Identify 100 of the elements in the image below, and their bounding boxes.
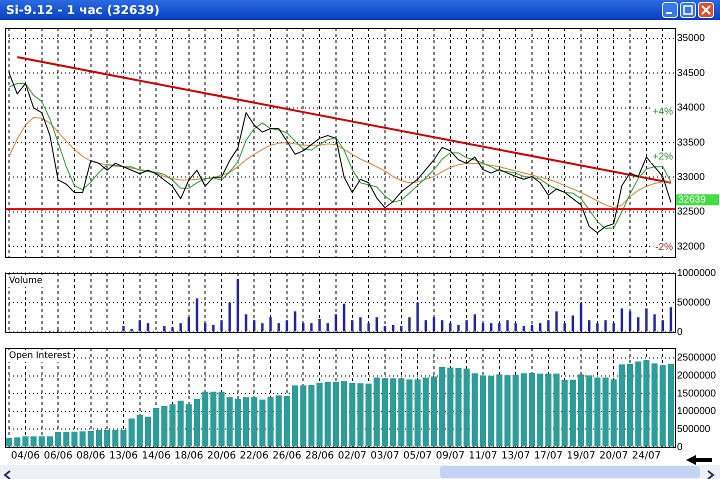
bar	[555, 311, 558, 332]
bar	[578, 374, 584, 446]
bar	[514, 323, 517, 332]
bar	[71, 432, 78, 446]
chart-title: Open Interest	[9, 350, 72, 361]
y-tick-label: 34500	[677, 68, 706, 79]
bar	[269, 317, 272, 332]
bar	[662, 320, 664, 332]
bar	[234, 398, 241, 446]
bar	[334, 314, 338, 332]
y-tick-label: 1500000	[677, 388, 716, 400]
x-tick-label: 13/06	[109, 450, 138, 462]
bar	[580, 302, 582, 332]
bar	[520, 373, 527, 446]
bar	[178, 400, 184, 446]
y-tick-label: 0	[677, 326, 683, 338]
bar	[645, 308, 648, 332]
bar	[384, 326, 386, 332]
bar	[366, 384, 372, 446]
bar	[204, 323, 206, 332]
bar	[326, 323, 329, 332]
x-tick-label: 03/07	[370, 450, 400, 462]
x-tick-label: 05/07	[403, 450, 432, 462]
bar	[594, 378, 600, 446]
bar	[504, 375, 511, 446]
x-tick-label: 18/06	[174, 450, 204, 462]
bar	[449, 323, 452, 332]
bar	[6, 438, 12, 446]
bar	[300, 385, 306, 446]
bar	[512, 374, 519, 446]
bar	[628, 311, 632, 332]
x-tick-label: 26/06	[272, 450, 302, 462]
bar	[332, 382, 339, 446]
y-tick-label: 1000000	[677, 406, 716, 418]
bar	[610, 379, 617, 446]
x-tick-label: 17/07	[534, 450, 563, 462]
x-tick-label: 09/07	[436, 450, 465, 462]
bar	[14, 437, 20, 446]
bar	[144, 416, 152, 446]
bar	[267, 397, 274, 446]
bar	[259, 400, 266, 446]
bar	[439, 366, 446, 446]
bar	[153, 408, 160, 446]
x-tick-label: 02/07	[338, 450, 367, 462]
bar	[251, 397, 258, 446]
bar	[218, 392, 225, 446]
bar	[563, 323, 566, 332]
bar	[498, 323, 501, 332]
bar	[376, 317, 378, 332]
bar	[382, 378, 388, 446]
y-tick-label: 33000	[677, 172, 706, 183]
bar	[490, 323, 492, 332]
bar	[310, 323, 313, 332]
bar	[236, 278, 240, 332]
y2-tick-label: -2%	[655, 242, 674, 254]
y-tick-label: 2500000	[677, 352, 716, 364]
bar	[545, 374, 552, 446]
bar	[643, 360, 650, 446]
bar	[612, 323, 615, 332]
bar	[163, 326, 166, 332]
bar	[474, 314, 476, 332]
bar	[194, 398, 200, 446]
bar	[424, 320, 428, 332]
bar	[179, 323, 182, 332]
bar	[286, 320, 288, 332]
bar	[308, 385, 314, 446]
bar	[276, 395, 282, 446]
bar	[202, 392, 208, 446]
y-tick-label: 1000000	[677, 268, 716, 279]
bar	[547, 320, 550, 332]
bar	[472, 373, 478, 446]
bar	[635, 362, 642, 446]
bar	[572, 315, 574, 332]
bar	[80, 431, 86, 446]
bar	[637, 317, 640, 332]
bar	[496, 374, 502, 446]
x-tick-label: 19/07	[566, 450, 596, 462]
bar	[261, 323, 264, 332]
bar	[430, 376, 438, 446]
bar	[537, 374, 544, 446]
bar	[128, 418, 135, 446]
bar	[226, 397, 233, 446]
bar	[620, 308, 624, 332]
y-tick-label: 34000	[677, 102, 706, 114]
bar	[400, 326, 403, 332]
bar	[138, 320, 142, 332]
bar	[292, 385, 298, 446]
x-tick-label: 22/06	[240, 450, 269, 462]
bar	[212, 324, 215, 332]
bar	[390, 378, 396, 446]
bar	[30, 436, 37, 446]
bar	[562, 380, 568, 446]
bar	[588, 320, 590, 332]
bar	[244, 314, 248, 332]
y-tick-label: 32000	[677, 241, 706, 252]
bar	[586, 375, 592, 446]
bar	[357, 383, 364, 446]
bar	[186, 404, 192, 446]
bar	[416, 302, 419, 332]
bar	[374, 378, 380, 446]
